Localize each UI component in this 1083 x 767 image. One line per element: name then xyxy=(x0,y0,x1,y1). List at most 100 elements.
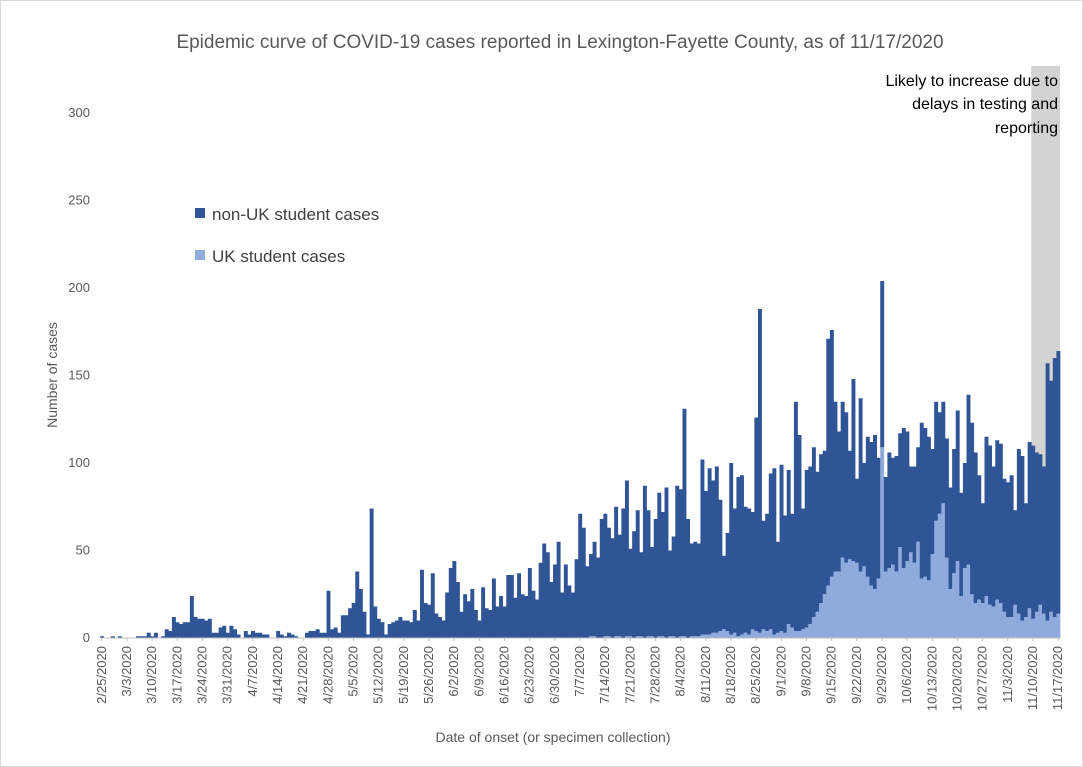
bar-non-uk-student xyxy=(502,606,507,638)
bar-non-uk-student xyxy=(747,508,752,635)
bar-uk-student xyxy=(855,562,860,638)
bar-non-uk-student xyxy=(243,631,248,638)
bar-uk-student xyxy=(851,561,856,638)
bar-uk-student xyxy=(793,631,798,638)
bar-non-uk-student xyxy=(793,401,798,631)
bars-layer xyxy=(100,281,1061,638)
bar-non-uk-student xyxy=(1027,442,1032,609)
bar-non-uk-student xyxy=(905,431,910,561)
y-tick-label: 50 xyxy=(76,543,90,558)
bar-non-uk-student xyxy=(844,412,849,563)
bar-non-uk-student xyxy=(1002,478,1007,612)
x-tick-label: 7/21/2020 xyxy=(622,646,637,704)
bar-non-uk-student xyxy=(517,573,522,638)
bar-uk-student xyxy=(988,604,993,638)
bar-uk-student xyxy=(704,634,708,638)
bar-non-uk-student xyxy=(1042,466,1046,614)
bar-uk-student xyxy=(790,627,795,638)
bar-non-uk-student xyxy=(736,477,741,637)
bar-uk-student xyxy=(722,629,726,638)
bar-non-uk-student xyxy=(488,610,493,638)
bar-uk-student xyxy=(714,632,719,638)
bar-non-uk-student xyxy=(100,636,104,638)
bar-non-uk-student xyxy=(621,508,626,638)
bar-uk-student xyxy=(1049,611,1054,638)
bar-non-uk-student xyxy=(524,596,529,638)
bar-non-uk-student xyxy=(179,624,184,638)
bar-non-uk-student xyxy=(671,536,676,637)
bar-non-uk-student xyxy=(225,632,230,638)
bar-non-uk-student xyxy=(553,564,557,638)
bar-uk-student xyxy=(671,636,676,638)
bar-uk-student xyxy=(725,631,730,638)
bar-non-uk-student xyxy=(412,610,417,638)
bar-uk-student xyxy=(635,636,640,638)
bar-non-uk-student xyxy=(765,513,770,631)
bar-uk-student xyxy=(930,554,935,638)
bar-uk-student xyxy=(646,636,651,638)
bar-non-uk-student xyxy=(635,510,640,637)
bar-non-uk-student xyxy=(384,634,388,638)
bar-uk-student xyxy=(1056,613,1061,638)
bar-non-uk-student xyxy=(754,417,759,631)
bar-non-uk-student xyxy=(294,636,299,638)
x-tick-label: 10/20/2020 xyxy=(950,646,965,711)
bar-uk-student xyxy=(970,594,975,638)
bar-uk-student xyxy=(736,636,741,638)
x-tick-label: 9/29/2020 xyxy=(874,646,889,704)
bar-non-uk-student xyxy=(340,615,345,638)
bar-uk-student xyxy=(962,568,967,638)
bar-non-uk-student xyxy=(650,547,655,637)
bar-non-uk-student xyxy=(642,485,647,638)
bar-non-uk-student xyxy=(207,618,212,638)
bar-non-uk-student xyxy=(182,622,187,638)
bar-non-uk-student xyxy=(110,636,115,638)
bar-uk-student xyxy=(711,632,716,638)
bar-non-uk-student xyxy=(563,564,568,638)
x-tick-label: 3/17/2020 xyxy=(169,646,184,704)
bar-non-uk-student xyxy=(1020,456,1025,621)
bar-non-uk-student xyxy=(840,401,845,558)
bar-uk-student xyxy=(862,566,867,638)
bar-non-uk-student xyxy=(869,442,874,586)
bar-non-uk-student xyxy=(660,512,665,637)
bar-uk-student xyxy=(865,576,870,638)
x-tick-label: 8/25/2020 xyxy=(748,646,763,704)
bar-uk-student xyxy=(1034,611,1039,638)
bar-non-uk-student xyxy=(916,447,921,542)
bar-non-uk-student xyxy=(168,631,173,638)
bar-non-uk-student xyxy=(761,520,766,630)
bar-uk-student xyxy=(998,603,1003,638)
x-tick-label: 5/5/2020 xyxy=(345,646,360,697)
bar-non-uk-student xyxy=(376,618,381,638)
bar-non-uk-student xyxy=(574,559,579,638)
bar-uk-student xyxy=(624,636,629,638)
bar-uk-student xyxy=(606,636,611,638)
bar-non-uk-student xyxy=(286,632,291,638)
bar-uk-student xyxy=(1002,611,1007,638)
bar-uk-student xyxy=(952,573,957,638)
bar-non-uk-student xyxy=(822,450,827,595)
bar-non-uk-student xyxy=(405,620,410,638)
bar-non-uk-student xyxy=(833,401,838,572)
bar-non-uk-student xyxy=(499,596,504,638)
bar-non-uk-student xyxy=(955,410,960,561)
bar-non-uk-student xyxy=(143,636,148,638)
bar-non-uk-student xyxy=(740,475,744,635)
annotation-line-3: reporting xyxy=(995,120,1058,137)
bar-non-uk-student xyxy=(445,592,450,638)
bar-non-uk-student xyxy=(452,561,457,638)
bar-uk-student xyxy=(966,564,971,638)
bar-non-uk-student xyxy=(200,618,205,638)
x-tick-label: 3/3/2020 xyxy=(119,646,134,697)
bar-non-uk-student xyxy=(578,513,583,638)
bar-non-uk-student xyxy=(171,617,176,638)
legend: non-UK student cases UK student cases xyxy=(195,205,379,266)
bar-non-uk-student xyxy=(420,569,424,638)
x-tick-label: 10/6/2020 xyxy=(899,646,914,704)
bar-uk-student xyxy=(1045,620,1050,638)
bar-non-uk-student xyxy=(944,438,949,558)
bar-uk-student xyxy=(858,571,863,638)
